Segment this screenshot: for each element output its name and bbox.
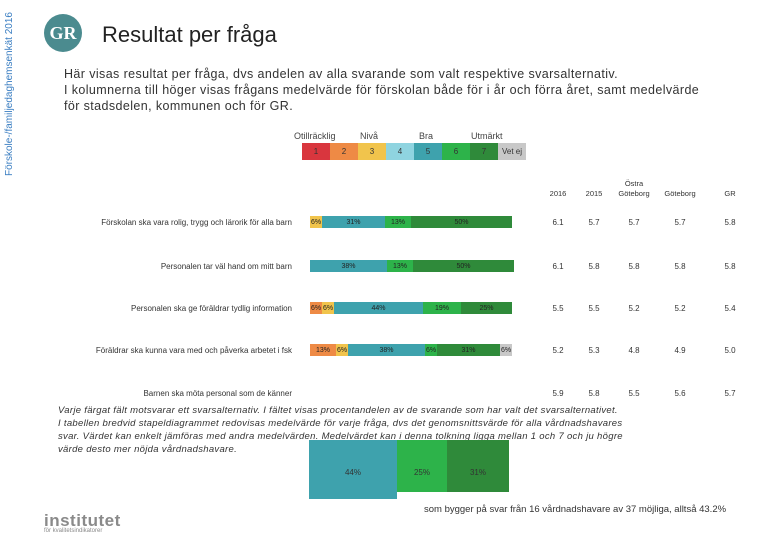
respondent-note: som bygger på svar från 16 vårdnadshavar… [424, 504, 727, 515]
bar-segment: 31% [322, 216, 385, 228]
mean-value: 5.5 [628, 389, 640, 398]
bar-segment: 50% [413, 260, 514, 272]
scale-group-label: Otillräcklig [294, 131, 336, 141]
intro-text: Här visas resultat per fråga, dvs andele… [64, 66, 764, 114]
scale-box-7: 7 [470, 143, 498, 160]
bar-segment: 6% [310, 216, 322, 228]
overlay-seg-label: 31% [469, 468, 486, 477]
overlay-seg: 31% [447, 440, 509, 492]
col-header-ostra: Östra Göteborg [618, 179, 650, 198]
mean-value: 5.3 [588, 346, 600, 355]
institutet-logo: institutet [44, 511, 121, 530]
col-header-gr: GR [724, 189, 736, 198]
scale-box-vetej: Vet ej [498, 143, 526, 160]
bar-segment: 19% [423, 302, 461, 314]
scale-group-label: Nivå [360, 131, 379, 141]
question-label: Föräldrar ska kunna vara med och påverka… [95, 346, 292, 355]
mean-value: 5.5 [588, 304, 600, 313]
mean-value: 5.6 [674, 389, 686, 398]
bar-segment: 6% [310, 302, 322, 314]
col-header-goteborg: Göteborg [664, 189, 696, 198]
question-label: Personalen ska ge föräldrar tydlig infor… [131, 304, 292, 313]
mean-value: 5.0 [724, 346, 736, 355]
mean-value: 5.2 [552, 346, 564, 355]
bar-segment: 13% [387, 260, 413, 272]
mean-value: 5.7 [628, 218, 640, 227]
mean-value: 5.8 [724, 262, 736, 271]
mean-value: 5.2 [674, 304, 686, 313]
footnote-text: Varje färgat fält motsvarar ett svarsalt… [58, 404, 758, 456]
gr-logo: GR [44, 14, 82, 52]
col-header-2015: 2015 [585, 189, 603, 198]
intro-line: för stadsdelen, kommunen och för GR. [64, 99, 294, 113]
mean-value: 5.7 [724, 389, 736, 398]
mean-value: 4.9 [674, 346, 686, 355]
mean-value: 5.8 [674, 262, 686, 271]
scale-group-label: Bra [419, 131, 434, 141]
scale-box-4: 4 [386, 143, 414, 160]
question-label: Förskolan ska vara rolig, trygg och läro… [101, 218, 292, 227]
scale-box-2: 2 [330, 143, 358, 160]
institutet-subtitle: för kvalitetsindikatorer [44, 528, 103, 534]
overlay-seg: 25% [397, 440, 447, 492]
bar-segment: 44% [334, 302, 423, 314]
footnote-line: svar. Värdet kan enkelt jämföras med and… [58, 431, 623, 442]
mean-value: 6.1 [552, 218, 564, 227]
mean-value: 5.7 [674, 218, 686, 227]
scale-box-5: 5 [414, 143, 442, 160]
mean-value: 4.8 [628, 346, 640, 355]
scale-box-1: 1 [302, 143, 330, 160]
bar-segment: 6% [425, 344, 437, 356]
scale-box-6: 6 [442, 143, 470, 160]
bar-segment: 38% [348, 344, 425, 356]
overlay-seg: 44% [309, 440, 397, 499]
col-header-2016: 2016 [549, 189, 567, 198]
bar-segment: 25% [461, 302, 512, 314]
bar-segment: 13% [310, 344, 336, 356]
scale-box-3: 3 [358, 143, 386, 160]
mean-value: 5.4 [724, 304, 736, 313]
intro-line: Här visas resultat per fråga, dvs andele… [64, 67, 618, 81]
mean-value: 5.2 [628, 304, 640, 313]
mean-value: 5.8 [588, 389, 600, 398]
bar-segment: 6% [500, 344, 512, 356]
bar-segment: 31% [437, 344, 500, 356]
mean-value: 5.7 [588, 218, 600, 227]
mean-value: 6.1 [552, 262, 564, 271]
footnote-line: värde desto mer nöjda vårdnadshavare. [58, 444, 238, 455]
intro-line: I kolumnerna till höger visas frågans me… [64, 83, 700, 97]
footnote-line: I tabellen bredvid stapeldiagrammet redo… [58, 418, 623, 429]
survey-side-label: Förskole-/familjedaghemsenkät 2016 [4, 12, 15, 176]
overlay-seg-label: 25% [413, 468, 430, 477]
question-label: Barnen ska möta personal som de känner [143, 389, 292, 398]
question-label: Personalen tar väl hand om mitt barn [160, 262, 292, 271]
overlay-seg-label: 44% [344, 468, 361, 477]
bar-segment: 50% [411, 216, 512, 228]
bar-segment: 38% [310, 260, 387, 272]
scale-group-label: Utmärkt [471, 131, 503, 141]
mean-value: 5.9 [552, 389, 564, 398]
mean-value: 5.8 [724, 218, 736, 227]
footnote-line: Varje färgat fält motsvarar ett svarsalt… [58, 405, 618, 416]
bar-segment: 13% [385, 216, 411, 228]
page-title: Resultat per fråga [102, 22, 277, 47]
mean-value: 5.8 [588, 262, 600, 271]
mean-value: 5.5 [552, 304, 564, 313]
mean-value: 5.8 [628, 262, 640, 271]
bar-segment: 6% [322, 302, 334, 314]
bar-segment: 6% [336, 344, 348, 356]
